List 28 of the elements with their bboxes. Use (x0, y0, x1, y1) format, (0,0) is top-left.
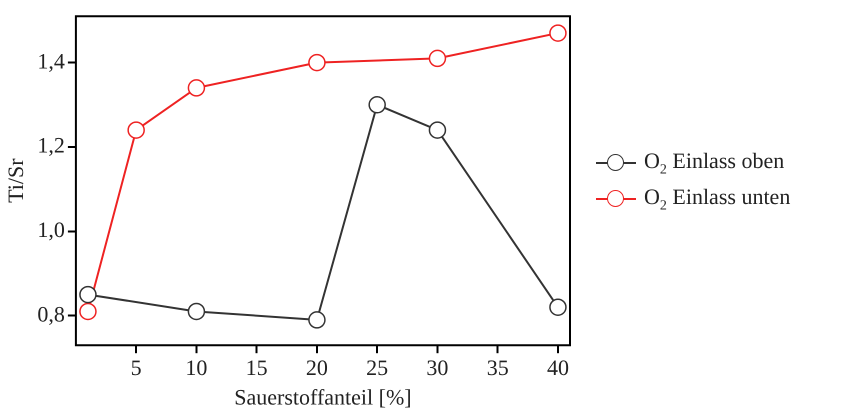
point (79, 302, 97, 320)
x-tick-label: 20 (306, 355, 328, 380)
legend-label: O$_{2}$ Einlass oben (644, 148, 784, 178)
point (127, 121, 145, 139)
legend-label: O$_{2}$ Einlass unten (644, 184, 790, 214)
point (188, 302, 206, 320)
point (549, 298, 567, 316)
point (549, 24, 567, 42)
y-tick-label: 1,0 (37, 217, 65, 242)
x-tick-label: 30 (426, 355, 448, 380)
x-tick-label: 40 (546, 355, 569, 380)
x-tick-label: 15 (246, 355, 268, 380)
point (428, 121, 446, 139)
point (368, 96, 386, 114)
y-tick-label: 1,4 (37, 48, 65, 74)
point (308, 311, 326, 329)
point (79, 286, 97, 304)
x-axis-title: Sauerstoffanteil [%] (234, 384, 412, 410)
y-tick-label: 1,2 (37, 132, 65, 158)
x-tick-label: 25 (366, 355, 388, 380)
x-tick-label: 5 (130, 355, 142, 380)
y-tick-label: 0,8 (37, 301, 65, 326)
y-axis-title: Ti/Sr (2, 158, 28, 203)
x-tick-label: 35 (486, 355, 509, 380)
x-tick-label: 10 (185, 355, 208, 380)
point (308, 54, 326, 72)
point (188, 79, 206, 97)
point (428, 50, 446, 68)
